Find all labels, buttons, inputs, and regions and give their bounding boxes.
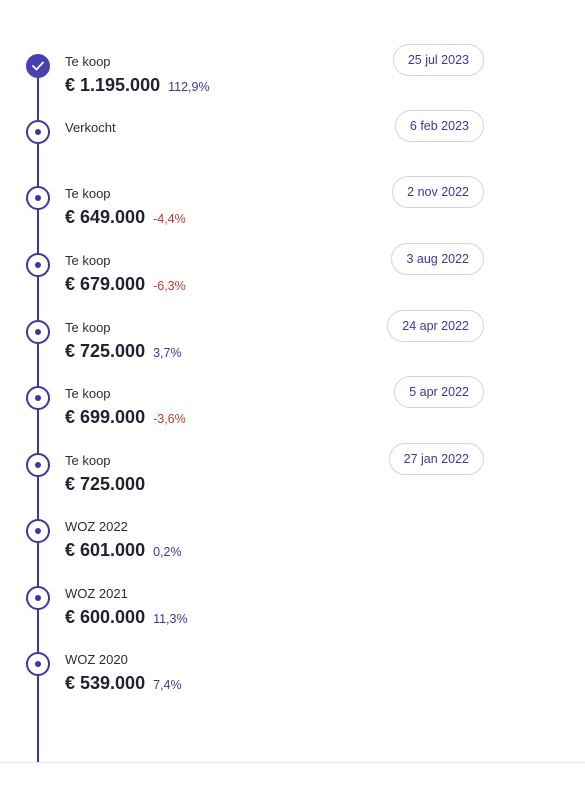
dot-icon <box>26 320 50 344</box>
timeline-entry: Te koop € 699.000 -3,6% 5 apr 2022 <box>0 376 585 446</box>
entry-price-value: € 699.000 <box>65 407 146 427</box>
entry-price: € 725.000 <box>65 474 145 495</box>
date-badge[interactable]: 25 jul 2023 <box>392 44 484 76</box>
timeline-line <box>37 64 39 762</box>
dot-icon <box>26 586 50 610</box>
date-badge[interactable]: 24 apr 2022 <box>387 310 484 342</box>
date-badge[interactable]: 5 apr 2022 <box>394 376 484 408</box>
dot-icon <box>26 253 50 277</box>
entry-price-value: € 725.000 <box>65 474 146 494</box>
entry-label: Verkocht <box>65 120 116 135</box>
timeline-entry: WOZ 2022 € 601.000 0,2% <box>0 519 585 579</box>
entry-price: € 699.000 -3,6% <box>65 407 186 428</box>
entry-price-value: € 1.195.000 <box>65 75 161 95</box>
dot-icon <box>26 453 50 477</box>
entry-price: € 539.000 7,4% <box>65 673 182 694</box>
timeline-entry: Verkocht 6 feb 2023 <box>0 110 585 180</box>
date-badge[interactable]: 6 feb 2023 <box>394 110 484 142</box>
entry-price-value: € 539.000 <box>65 673 146 693</box>
timeline-entry: Te koop € 725.000 27 jan 2022 <box>0 443 585 513</box>
entry-price: € 600.000 11,3% <box>65 607 188 628</box>
timeline-entry: WOZ 2020 € 539.000 7,4% <box>0 652 585 712</box>
timeline-entry: Te koop € 649.000 -4,4% 2 nov 2022 <box>0 176 585 246</box>
entry-change: 3,7% <box>153 346 182 360</box>
date-badge[interactable]: 27 jan 2022 <box>388 443 484 475</box>
entry-price: € 679.000 -6,3% <box>65 274 186 295</box>
dot-icon <box>26 652 50 676</box>
entry-change: 0,2% <box>153 545 182 559</box>
dot-icon <box>26 120 50 144</box>
date-badge[interactable]: 2 nov 2022 <box>392 176 484 208</box>
entry-label: Te koop <box>65 253 111 268</box>
entry-price: € 649.000 -4,4% <box>65 207 186 228</box>
entry-change: -4,4% <box>153 212 186 226</box>
check-icon <box>26 54 50 78</box>
entry-price-value: € 649.000 <box>65 207 146 227</box>
entry-price-value: € 725.000 <box>65 341 146 361</box>
entry-label: WOZ 2022 <box>65 519 128 534</box>
dot-icon <box>26 386 50 410</box>
timeline-entry: Te koop € 679.000 -6,3% 3 aug 2022 <box>0 243 585 313</box>
timeline-entry: Te koop € 725.000 3,7% 24 apr 2022 <box>0 310 585 380</box>
entry-label: WOZ 2020 <box>65 652 128 667</box>
entry-change: 11,3% <box>153 612 188 626</box>
entry-price: € 1.195.000 112,9% <box>65 75 210 96</box>
entry-label: Te koop <box>65 54 111 69</box>
entry-price-value: € 600.000 <box>65 607 146 627</box>
bottom-divider <box>0 762 585 763</box>
timeline-entry: WOZ 2021 € 600.000 11,3% <box>0 586 585 646</box>
entry-label: Te koop <box>65 186 111 201</box>
entry-change: -3,6% <box>153 412 186 426</box>
entry-price: € 725.000 3,7% <box>65 341 182 362</box>
entry-price: € 601.000 0,2% <box>65 540 182 561</box>
entry-label: Te koop <box>65 386 111 401</box>
entry-label: Te koop <box>65 453 111 468</box>
entry-price-value: € 679.000 <box>65 274 146 294</box>
entry-price-value: € 601.000 <box>65 540 146 560</box>
dot-icon <box>26 519 50 543</box>
entry-label: Te koop <box>65 320 111 335</box>
entry-label: WOZ 2021 <box>65 586 128 601</box>
entry-change: 7,4% <box>153 678 182 692</box>
dot-icon <box>26 186 50 210</box>
timeline-entry: Te koop € 1.195.000 112,9% 25 jul 2023 <box>0 44 585 114</box>
date-badge[interactable]: 3 aug 2022 <box>391 243 484 275</box>
entry-change: -6,3% <box>153 279 186 293</box>
entry-change: 112,9% <box>168 80 210 94</box>
